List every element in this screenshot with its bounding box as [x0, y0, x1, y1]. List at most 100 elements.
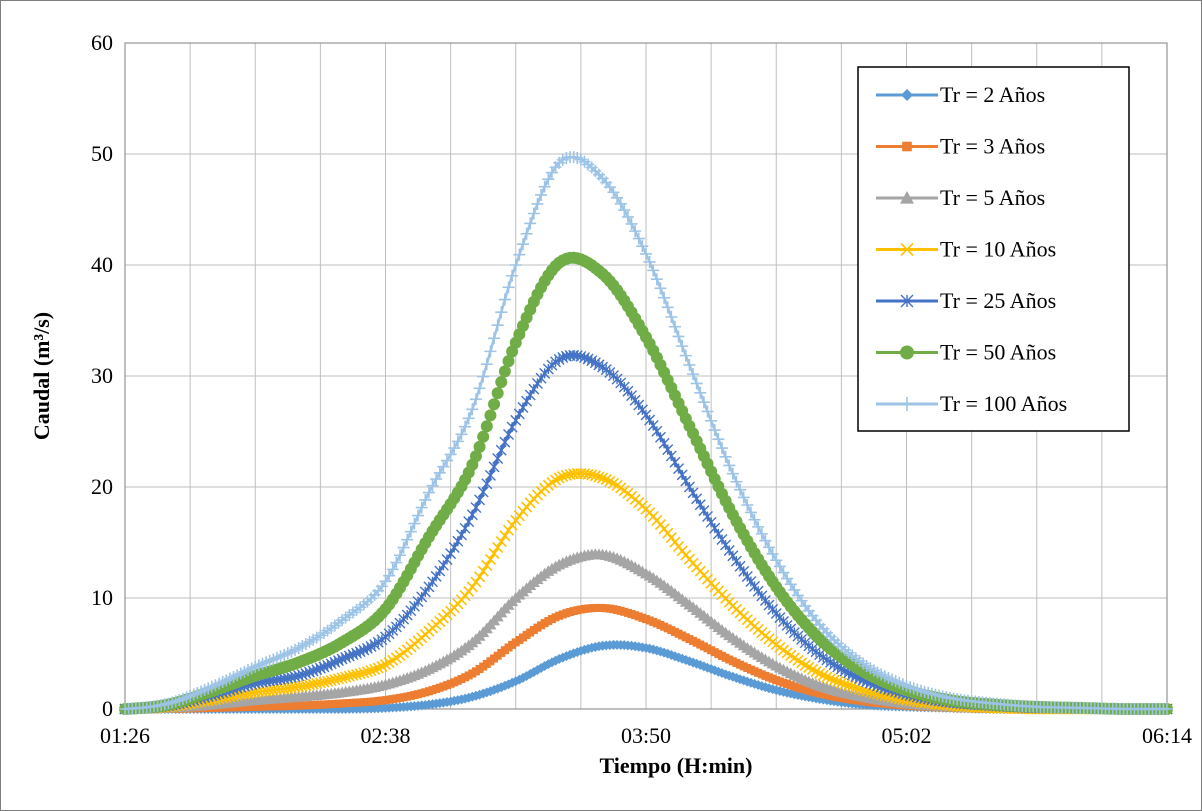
y-tick-label: 60: [91, 30, 113, 55]
data-point: [705, 414, 718, 427]
data-point: [763, 541, 776, 554]
data-point: [459, 420, 472, 433]
data-point: [488, 461, 500, 473]
y-axis-title: Caudal (m³/s): [29, 312, 54, 440]
data-point: [390, 556, 403, 569]
data-point: [597, 472, 609, 484]
data-point: [824, 673, 837, 685]
data-point: [632, 232, 645, 245]
data-point: [586, 469, 598, 481]
data-point: [401, 533, 414, 546]
data-point: [354, 668, 366, 680]
data-point: [744, 506, 757, 519]
legend-swatch-marker: [902, 141, 912, 152]
data-point: [719, 450, 732, 463]
y-axis-ticks: 0 10 20 30 40 50 60: [91, 30, 113, 721]
legend-label: Tr = 2 Años: [940, 82, 1045, 107]
data-point: [477, 370, 490, 383]
data-point: [701, 405, 714, 418]
data-point: [491, 319, 504, 332]
legend-label: Tr = 100 Años: [940, 391, 1067, 416]
data-point: [437, 460, 450, 473]
legend-swatch-marker: [900, 345, 914, 360]
data-point: [441, 454, 454, 467]
data-point: [372, 662, 384, 674]
x-axis-ticks: 01:26 02:38 03:50 05:02 06:14: [100, 723, 1192, 748]
plot-area: [124, 42, 1168, 710]
legend-swatch-marker: [900, 242, 914, 257]
data-point: [415, 501, 428, 514]
data-point: [481, 478, 493, 490]
legend-item: Tr = 2 Años: [876, 82, 1045, 107]
data-point: [365, 665, 377, 677]
y-tick-label: 10: [91, 585, 113, 610]
data-point: [473, 440, 486, 453]
legend-swatch-marker: [900, 294, 914, 308]
data-point: [730, 475, 743, 488]
data-point: [679, 349, 692, 362]
data-point: [676, 340, 689, 353]
data-point: [386, 563, 399, 576]
legend-item: Tr = 50 Años: [876, 340, 1056, 365]
data-point: [668, 320, 681, 333]
data-point: [506, 269, 519, 282]
data-point: [661, 301, 674, 314]
data-point: [488, 398, 501, 411]
data-point: [625, 217, 638, 230]
data-point: [759, 534, 772, 547]
data-point: [527, 207, 540, 220]
data-point: [444, 448, 457, 461]
data-point: [752, 520, 765, 533]
data-point: [755, 527, 768, 540]
data-point: [643, 255, 656, 268]
data-point: [618, 204, 631, 217]
data-point: [502, 281, 515, 294]
data-point: [846, 681, 858, 693]
data-point: [350, 668, 363, 681]
data-point: [715, 442, 728, 455]
x-tick-label: 03:50: [621, 723, 671, 748]
data-point: [828, 674, 840, 686]
data-point: [814, 667, 826, 680]
data-point: [477, 430, 490, 443]
data-point: [484, 553, 496, 566]
data-point: [694, 386, 707, 399]
data-point: [466, 581, 478, 593]
data-point: [469, 450, 482, 463]
data-point: [650, 273, 663, 286]
data-point: [832, 676, 844, 688]
series-layer: [119, 151, 1173, 715]
data-point: [821, 671, 833, 683]
data-point: [448, 442, 461, 455]
data-point: [593, 471, 605, 483]
data-point: [506, 519, 518, 531]
legend: Tr = 2 Años Tr = 3 Años Tr = 5 Años Tr = 10…: [857, 66, 1130, 432]
data-point: [621, 210, 634, 223]
data-point: [477, 565, 489, 577]
data-point: [737, 491, 750, 504]
data-point: [553, 472, 565, 484]
data-point: [466, 403, 479, 416]
data-point: [503, 679, 514, 690]
legend-item: Tr = 25 Años: [876, 288, 1056, 313]
data-point: [640, 247, 652, 260]
data-point: [480, 358, 493, 371]
data-point: [484, 345, 497, 358]
data-point: [332, 673, 345, 685]
data-point: [412, 509, 425, 522]
data-point: [542, 173, 555, 186]
data-point: [531, 197, 544, 210]
legend-label: Tr = 50 Años: [940, 340, 1056, 365]
data-point: [557, 470, 569, 483]
data-point: [358, 667, 370, 679]
y-tick-label: 0: [102, 696, 113, 721]
data-point: [520, 227, 533, 240]
data-point: [672, 330, 685, 343]
data-point: [697, 396, 710, 409]
legend-label: Tr = 5 Años: [940, 185, 1045, 210]
data-point: [397, 541, 410, 554]
x-tick-label: 01:26: [100, 723, 150, 748]
data-point: [325, 674, 337, 687]
legend-item: Tr = 3 Años: [876, 134, 1045, 159]
